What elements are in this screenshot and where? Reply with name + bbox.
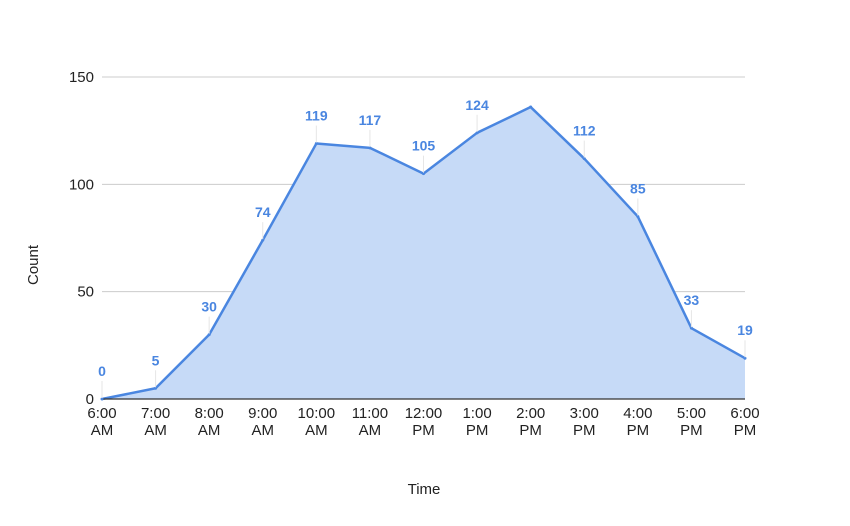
x-tick-label-line: PM bbox=[627, 422, 650, 439]
data-label: 30 bbox=[201, 299, 217, 315]
area-fill bbox=[102, 107, 745, 399]
x-tick-label: 1:00 PM bbox=[462, 405, 491, 439]
label-leaders bbox=[101, 114, 746, 398]
x-tick-label: 12:00 PM bbox=[405, 405, 443, 439]
data-label: 19 bbox=[737, 322, 753, 338]
data-point bbox=[582, 157, 586, 161]
x-tick-label-line: 10:00 bbox=[298, 405, 336, 422]
x-tick-label-line: PM bbox=[734, 422, 757, 439]
x-tick-label-line: AM bbox=[305, 422, 328, 439]
data-point bbox=[207, 333, 211, 337]
x-tick-label: 9:00 AM bbox=[248, 405, 277, 439]
x-tick-label: 6:00 PM bbox=[730, 405, 759, 439]
x-tick-label-line: 1:00 bbox=[462, 405, 491, 422]
y-tick-label: 50 bbox=[77, 284, 94, 301]
x-tick-label-line: PM bbox=[412, 422, 435, 439]
data-label: 0 bbox=[98, 363, 106, 379]
data-point bbox=[689, 326, 693, 330]
x-tick-label: 3:00 PM bbox=[570, 405, 599, 439]
x-tick-label-line: PM bbox=[466, 422, 489, 439]
x-tick-label-line: PM bbox=[519, 422, 542, 439]
x-tick-label-line: AM bbox=[359, 422, 382, 439]
y-axis-title: Count bbox=[25, 244, 42, 285]
x-tick-label-line: 3:00 bbox=[570, 405, 599, 422]
data-label: 105 bbox=[412, 138, 436, 154]
plot-area bbox=[100, 105, 747, 401]
x-tick-label-line: 4:00 bbox=[623, 405, 652, 422]
x-tick-label: 11:00 AM bbox=[352, 405, 388, 439]
x-tick-label: 6:00 AM bbox=[87, 405, 116, 439]
x-tick-label-line: AM bbox=[144, 422, 167, 439]
data-point bbox=[368, 146, 372, 150]
x-tick-label-line: 11:00 bbox=[352, 405, 388, 422]
data-label: 33 bbox=[684, 292, 700, 308]
x-tick-label: 8:00 AM bbox=[195, 405, 224, 439]
data-point bbox=[154, 386, 158, 390]
x-tick-label-line: 9:00 bbox=[248, 405, 277, 422]
x-tick-label-line: 6:00 bbox=[730, 405, 759, 422]
x-tick-label-line: AM bbox=[252, 422, 275, 439]
data-point bbox=[529, 105, 533, 109]
data-labels: 0 5 30 74 119 117 105 124 112 85 33 19 bbox=[98, 97, 753, 379]
data-label: 119 bbox=[305, 108, 328, 124]
data-point bbox=[314, 142, 318, 146]
x-tick-label: 4:00 PM bbox=[623, 405, 652, 439]
data-label: 74 bbox=[255, 204, 271, 220]
x-axis-title: Time bbox=[408, 481, 441, 498]
data-label: 124 bbox=[465, 97, 489, 113]
x-tick-label-line: 6:00 bbox=[87, 405, 116, 422]
data-label: 112 bbox=[573, 123, 596, 139]
y-tick-label: 100 bbox=[69, 176, 94, 193]
data-point bbox=[261, 238, 265, 242]
x-tick-label: 7:00 AM bbox=[141, 405, 170, 439]
x-tick-label-line: AM bbox=[198, 422, 221, 439]
data-point bbox=[475, 131, 479, 135]
data-point bbox=[636, 215, 640, 219]
y-axis-ticks: 0 50 100 150 bbox=[69, 69, 94, 408]
x-tick-label-line: AM bbox=[91, 422, 114, 439]
x-tick-label-line: PM bbox=[680, 422, 703, 439]
y-tick-label: 0 bbox=[86, 391, 94, 408]
x-tick-label: 2:00 PM bbox=[516, 405, 545, 439]
y-tick-label: 150 bbox=[69, 69, 94, 86]
data-point bbox=[743, 356, 747, 360]
data-label: 117 bbox=[359, 112, 382, 128]
data-point bbox=[100, 397, 104, 401]
x-tick-label-line: 8:00 bbox=[195, 405, 224, 422]
x-tick-label-line: 7:00 bbox=[141, 405, 170, 422]
data-label: 5 bbox=[152, 352, 160, 368]
data-point bbox=[422, 172, 425, 176]
x-tick-label: 5:00 PM bbox=[677, 405, 706, 439]
x-tick-label-line: 12:00 bbox=[405, 405, 443, 422]
x-tick-label-line: 2:00 bbox=[516, 405, 545, 422]
x-tick-label: 10:00 AM bbox=[298, 405, 336, 439]
x-tick-label-line: 5:00 bbox=[677, 405, 706, 422]
x-tick-label-line: PM bbox=[573, 422, 596, 439]
data-label: 85 bbox=[630, 181, 646, 197]
